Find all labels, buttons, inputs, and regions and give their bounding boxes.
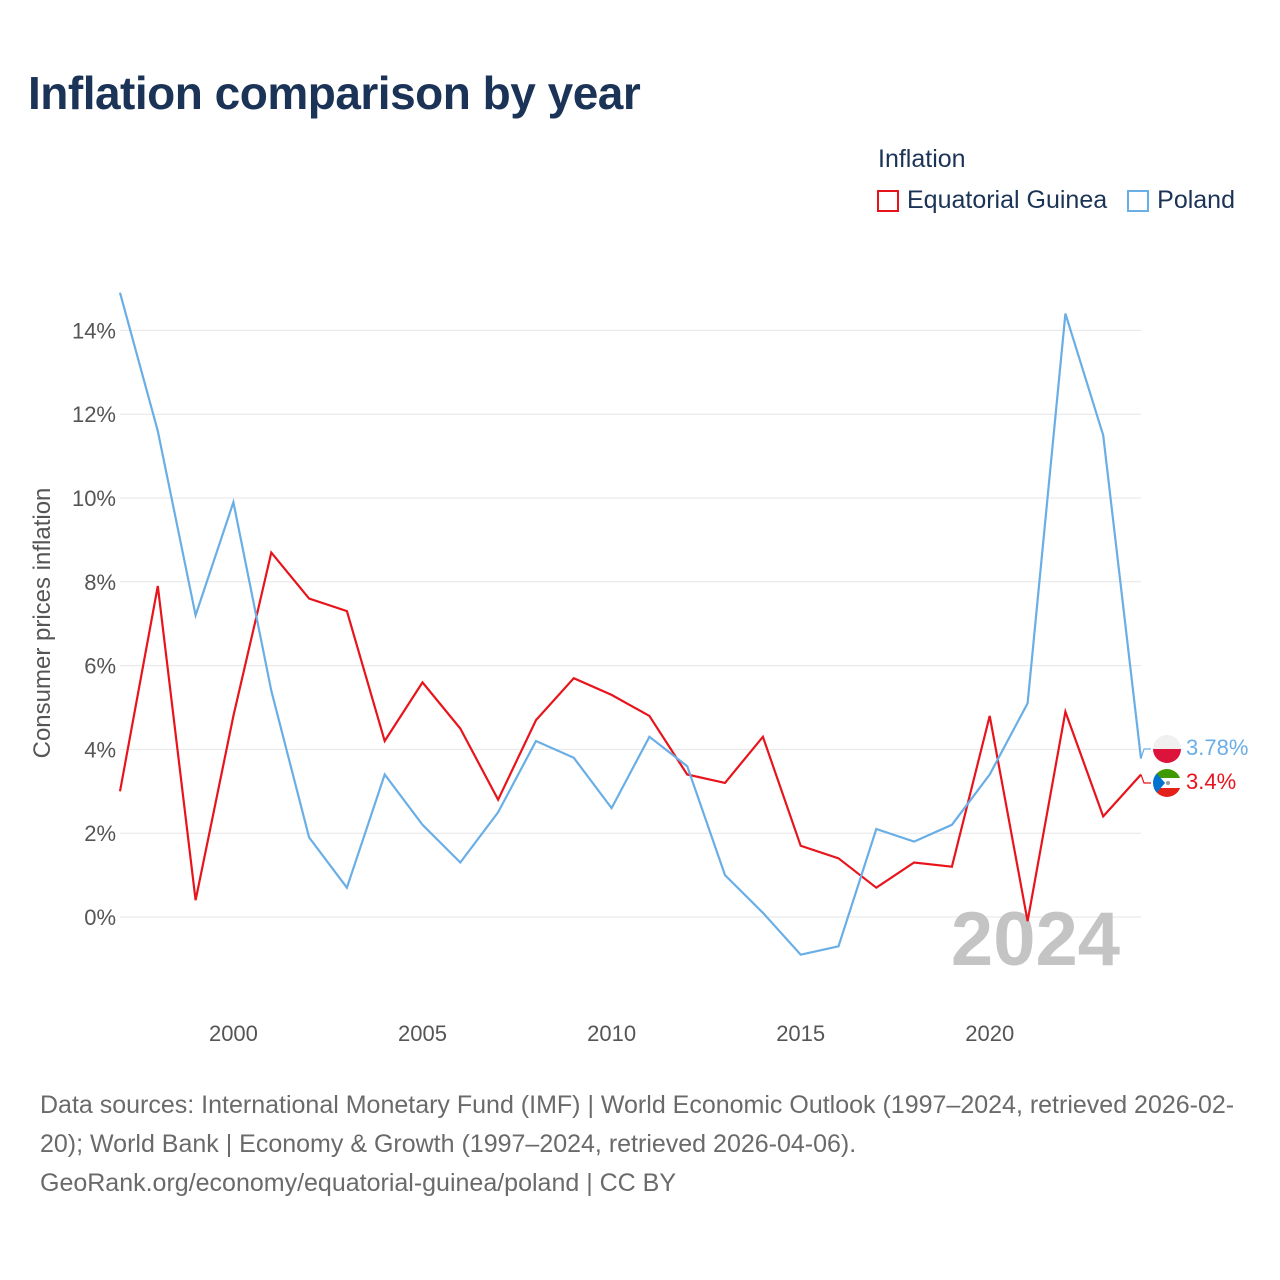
- data-point-poland[interactable]: [193, 612, 199, 618]
- legend: Equatorial Guinea Poland: [877, 186, 1255, 215]
- data-point-equatorial-guinea[interactable]: [1100, 813, 1106, 819]
- data-point-poland[interactable]: [155, 428, 161, 434]
- year-watermark: 2024: [951, 897, 1120, 982]
- data-point-equatorial-guinea[interactable]: [571, 675, 577, 681]
- data-point-poland[interactable]: [760, 910, 766, 916]
- data-point-equatorial-guinea[interactable]: [193, 897, 199, 903]
- y-tick-label: 14%: [72, 318, 116, 343]
- x-tick-label: 2000: [209, 1021, 258, 1046]
- line-chart: 0% 2% 4% 6% 8% 10% 12% 14% 2000 2005 2010 2015 2020…: [29, 290, 1248, 1046]
- data-point-poland[interactable]: [798, 952, 804, 958]
- data-point-poland[interactable]: [382, 772, 388, 778]
- source-line-1: Data sources: International Monetary Fun…: [40, 1091, 1235, 1158]
- data-point-poland[interactable]: [306, 834, 312, 840]
- flag-equatorial-guinea-icon: [1153, 769, 1181, 797]
- data-point-poland[interactable]: [835, 943, 841, 949]
- data-point-equatorial-guinea[interactable]: [609, 692, 615, 698]
- legend-swatch-equatorial-guinea: [877, 189, 899, 212]
- data-point-equatorial-guinea[interactable]: [722, 780, 728, 786]
- data-point-equatorial-guinea[interactable]: [306, 596, 312, 602]
- data-point-poland[interactable]: [117, 290, 123, 296]
- data-point-poland[interactable]: [1100, 432, 1106, 438]
- data-point-poland[interactable]: [949, 822, 955, 828]
- data-point-equatorial-guinea[interactable]: [646, 713, 652, 719]
- y-tick-label: 12%: [72, 402, 116, 427]
- data-point-poland[interactable]: [684, 763, 690, 769]
- data-point-equatorial-guinea[interactable]: [420, 679, 426, 685]
- data-point-equatorial-guinea[interactable]: [344, 608, 350, 614]
- data-point-equatorial-guinea[interactable]: [457, 725, 463, 731]
- data-point-equatorial-guinea[interactable]: [835, 855, 841, 861]
- data-point-poland[interactable]: [571, 755, 577, 761]
- legend-label-equatorial-guinea: Equatorial Guinea: [907, 186, 1108, 214]
- data-point-poland[interactable]: [344, 885, 350, 891]
- data-point-equatorial-guinea[interactable]: [911, 860, 917, 866]
- data-point-poland[interactable]: [533, 738, 539, 744]
- x-tick-label: 2010: [587, 1021, 636, 1046]
- data-point-poland[interactable]: [911, 839, 917, 845]
- data-point-poland[interactable]: [457, 860, 463, 866]
- x-tick-label: 2020: [965, 1021, 1014, 1046]
- legend-swatch-poland: [1127, 189, 1150, 212]
- flag-poland-icon: [1153, 735, 1181, 763]
- data-point-equatorial-guinea[interactable]: [155, 583, 161, 589]
- end-connector-poland: [1140, 748, 1151, 759]
- y-tick-label: 6%: [84, 654, 116, 679]
- data-point-equatorial-guinea[interactable]: [1025, 918, 1031, 924]
- series-line-poland[interactable]: [118, 292, 1143, 956]
- data-point-poland[interactable]: [268, 688, 274, 694]
- data-point-equatorial-guinea[interactable]: [1062, 709, 1068, 715]
- data-point-equatorial-guinea[interactable]: [760, 734, 766, 740]
- data-point-poland[interactable]: [230, 499, 236, 505]
- legend-item-poland[interactable]: Poland: [1127, 186, 1235, 215]
- data-point-poland[interactable]: [873, 826, 879, 832]
- data-point-equatorial-guinea[interactable]: [873, 885, 879, 891]
- end-label-poland: 3.78%: [1186, 735, 1248, 760]
- y-axis-label: Consumer prices inflation: [29, 488, 56, 759]
- data-point-poland[interactable]: [987, 772, 993, 778]
- x-tick-label: 2005: [398, 1021, 447, 1046]
- data-point-poland[interactable]: [495, 809, 501, 815]
- data-point-equatorial-guinea[interactable]: [382, 738, 388, 744]
- data-point-equatorial-guinea[interactable]: [533, 717, 539, 723]
- y-tick-label: 2%: [84, 821, 116, 846]
- data-point-poland[interactable]: [1025, 700, 1031, 706]
- y-tick-label: 10%: [72, 486, 116, 511]
- data-point-equatorial-guinea[interactable]: [230, 713, 236, 719]
- series-line-equatorial-guinea[interactable]: [118, 550, 1142, 922]
- data-point-equatorial-guinea[interactable]: [987, 713, 993, 719]
- end-connector-equatorial-guinea: [1140, 774, 1151, 784]
- legend-title: Inflation: [878, 145, 966, 173]
- y-tick-label: 4%: [84, 737, 116, 762]
- data-point-poland[interactable]: [420, 822, 426, 828]
- data-point-equatorial-guinea[interactable]: [798, 843, 804, 849]
- data-point-equatorial-guinea[interactable]: [268, 549, 274, 555]
- y-tick-label: 8%: [84, 570, 116, 595]
- data-point-equatorial-guinea[interactable]: [117, 788, 123, 794]
- source-line-2: GeoRank.org/economy/equatorial-guinea/po…: [40, 1169, 677, 1197]
- legend-label-poland: Poland: [1157, 186, 1235, 214]
- x-tick-label: 2015: [776, 1021, 825, 1046]
- end-label-equatorial-guinea: 3.4%: [1186, 769, 1236, 794]
- data-point-poland[interactable]: [722, 872, 728, 878]
- source-note: Data sources: International Monetary Fun…: [40, 1086, 1250, 1203]
- data-point-poland[interactable]: [609, 805, 615, 811]
- chart-title: Inflation comparison by year: [28, 67, 641, 119]
- legend-item-equatorial-guinea[interactable]: Equatorial Guinea: [877, 186, 1107, 215]
- data-point-poland[interactable]: [646, 734, 652, 740]
- data-point-equatorial-guinea[interactable]: [949, 864, 955, 870]
- data-point-poland[interactable]: [1062, 311, 1068, 317]
- y-tick-label: 0%: [84, 905, 116, 930]
- data-point-equatorial-guinea[interactable]: [495, 797, 501, 803]
